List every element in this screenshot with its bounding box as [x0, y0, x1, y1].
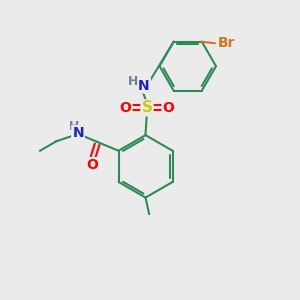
Text: O: O [163, 101, 174, 115]
Text: O: O [86, 158, 98, 172]
Text: O: O [120, 101, 132, 115]
Text: H: H [128, 75, 139, 88]
Text: N: N [138, 79, 150, 92]
Text: S: S [142, 100, 152, 115]
Text: H: H [69, 120, 80, 133]
Text: N: N [72, 126, 84, 140]
Text: Br: Br [218, 36, 236, 50]
